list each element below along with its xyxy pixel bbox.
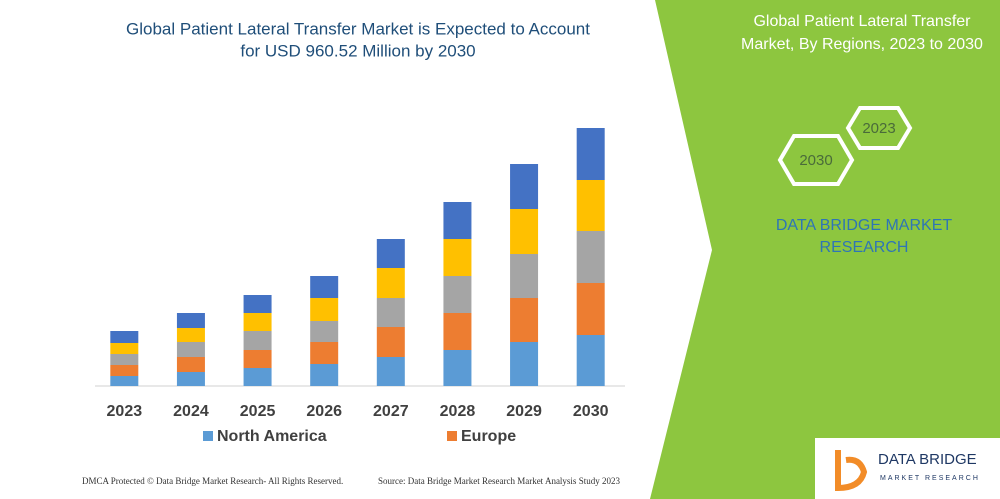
bar-segment [510,164,539,209]
bar-segment [576,180,605,231]
bar-segment [443,313,472,350]
x-tick-label: 2029 [506,403,542,420]
legend-swatch [203,431,213,441]
bar-segment [243,368,272,386]
bar-segment [243,331,272,350]
bar-segment [576,128,605,180]
bar-segment [176,372,205,386]
legend-label: North America [217,428,327,445]
chart-title: for USD 960.52 Million by 2030 [240,41,475,60]
x-tick-label: 2027 [373,403,409,420]
legend-swatch [447,431,457,441]
bar-segment [110,343,139,354]
hexagon [845,106,913,150]
x-tick-label: 2028 [440,403,476,420]
x-tick-label: 2026 [306,403,342,420]
logo-tagline: MARKET RESEARCH [880,475,980,482]
bar-segment [176,313,205,328]
bar-segment [310,276,339,298]
bar-segment [576,335,605,386]
x-tick-label: 2025 [240,403,276,420]
footer-text: DMCA Protected © Data Bridge Market Rese… [82,476,343,486]
legend-label: Europe [461,428,516,445]
x-tick-label: 2023 [107,403,143,420]
logo-name: DATA BRIDGE [878,451,977,468]
bar-segment [510,342,539,386]
bar-segment [376,357,405,386]
bar-segment [243,313,272,331]
bar-segment [110,376,139,386]
bar-segment [310,342,339,364]
brand-text: DATA BRIDGE MARKET [776,217,953,234]
bar-segment [176,342,205,357]
bar-segment [376,327,405,357]
hexagon-label: 2030 [799,152,832,169]
chart-title: Global Patient Lateral Transfer Market i… [126,19,590,38]
x-tick-label: 2024 [173,403,209,420]
bar-segment [110,331,139,343]
bar-segment [110,354,139,365]
hexagon [777,134,855,186]
bar-segment [110,365,139,376]
bar-segment [376,298,405,327]
bar-segment [376,268,405,298]
bar-segment [310,364,339,386]
bar-segment [376,239,405,268]
hexagon-label: 2023 [862,120,895,137]
bar-segment [443,350,472,386]
bar-segment [576,283,605,335]
x-tick-label: 2030 [573,403,609,420]
bar-segment [243,350,272,368]
bar-segment [176,357,205,372]
bar-segment [510,298,539,342]
bar-segment [576,231,605,283]
bar-segment [443,276,472,313]
bar-segment [510,254,539,298]
bar-segment [310,298,339,321]
panel-title: Global Patient Lateral Transfer [753,13,971,30]
panel-title: Market, By Regions, 2023 to 2030 [741,36,983,53]
brand-text: RESEARCH [820,239,909,256]
bar-segment [510,209,539,254]
logo-icon [835,450,868,492]
bar-segment [243,295,272,313]
side-panel [650,0,1000,499]
footer-text: Source: Data Bridge Market Research Mark… [378,476,620,486]
bar-segment [443,239,472,276]
bar-segment [443,202,472,239]
bar-segment [310,321,339,342]
bar-segment [176,328,205,342]
